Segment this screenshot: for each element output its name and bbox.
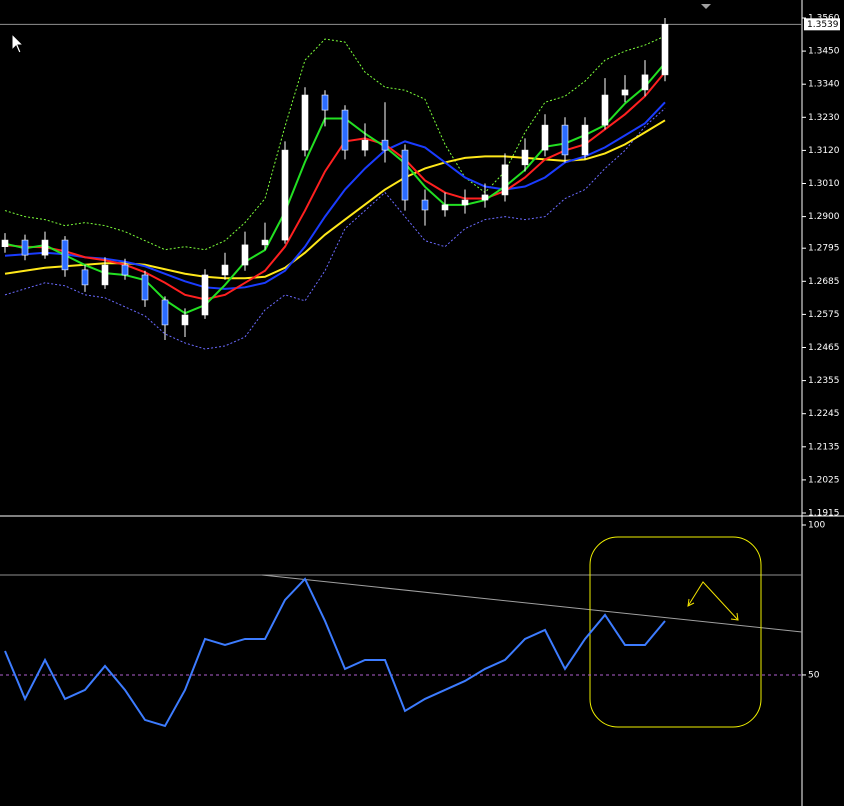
indicator-line	[4, 35, 666, 251]
candle-body	[261, 239, 269, 246]
candle-body	[221, 264, 229, 276]
candle-body	[121, 264, 129, 276]
candle-body	[461, 199, 469, 206]
candle-body	[281, 149, 289, 241]
candle-body	[321, 94, 329, 111]
candle-body	[621, 89, 629, 96]
current-price-box	[804, 18, 840, 31]
candle-body	[481, 194, 489, 201]
shift-marker	[701, 4, 711, 9]
candle-body	[101, 264, 109, 286]
y-tick-label: 1.2685	[808, 277, 840, 287]
y-tick-label: 1.2575	[808, 310, 840, 320]
y-tick-label: 1.3010	[808, 179, 840, 189]
arrow-head	[730, 612, 739, 621]
candle-body	[541, 124, 549, 151]
candle-body	[581, 124, 589, 156]
candle-body	[401, 149, 409, 201]
y-tick-label: 1.1915	[808, 509, 840, 519]
arrow-path	[687, 581, 739, 621]
candle-body	[601, 94, 609, 126]
candle-body	[241, 244, 249, 266]
candle-body	[521, 149, 529, 166]
indicator-line	[4, 577, 666, 728]
y-tick-label: 1.3340	[808, 80, 840, 90]
candle-body	[201, 274, 209, 316]
candle-body	[341, 109, 349, 151]
y-tick-label: 100	[808, 521, 825, 531]
trend-line	[261, 574, 803, 633]
y-tick-label: 1.2025	[808, 475, 840, 485]
candle-body	[421, 199, 429, 211]
arrow-head	[687, 598, 695, 607]
candle-body	[161, 299, 169, 326]
y-tick-label: 1.3450	[808, 47, 840, 57]
indicator-line	[4, 71, 666, 301]
candle-body	[441, 204, 449, 211]
candle-body	[81, 269, 89, 286]
y-tick-label: 1.2355	[808, 376, 840, 386]
candle-body	[181, 314, 189, 326]
candle-body	[141, 274, 149, 301]
y-tick-label: 1.2135	[808, 442, 840, 452]
y-tick-label: 1.2900	[808, 212, 840, 222]
candle-body	[661, 24, 669, 76]
candle-body	[641, 74, 649, 91]
candle-body	[1, 239, 9, 247]
indicator-line	[4, 62, 666, 315]
candle-body	[501, 164, 509, 196]
candle-body	[21, 239, 29, 256]
y-tick-label: 1.3120	[808, 146, 840, 156]
y-tick-label: 1.2795	[808, 244, 840, 254]
candle-body	[381, 139, 389, 151]
y-tick-label: 1.3230	[808, 113, 840, 123]
mouse-cursor	[11, 32, 25, 54]
y-tick-label: 1.2465	[808, 343, 840, 353]
y-tick-label: 1.2245	[808, 409, 840, 419]
indicator-line	[4, 101, 666, 290]
candle-body	[301, 94, 309, 151]
candle-body	[41, 239, 49, 256]
y-tick-label: 50	[808, 670, 820, 680]
candle-body	[61, 239, 69, 271]
candle-body	[361, 139, 369, 151]
candle-body	[561, 124, 569, 156]
current-price-label: 1.3539	[807, 20, 839, 30]
